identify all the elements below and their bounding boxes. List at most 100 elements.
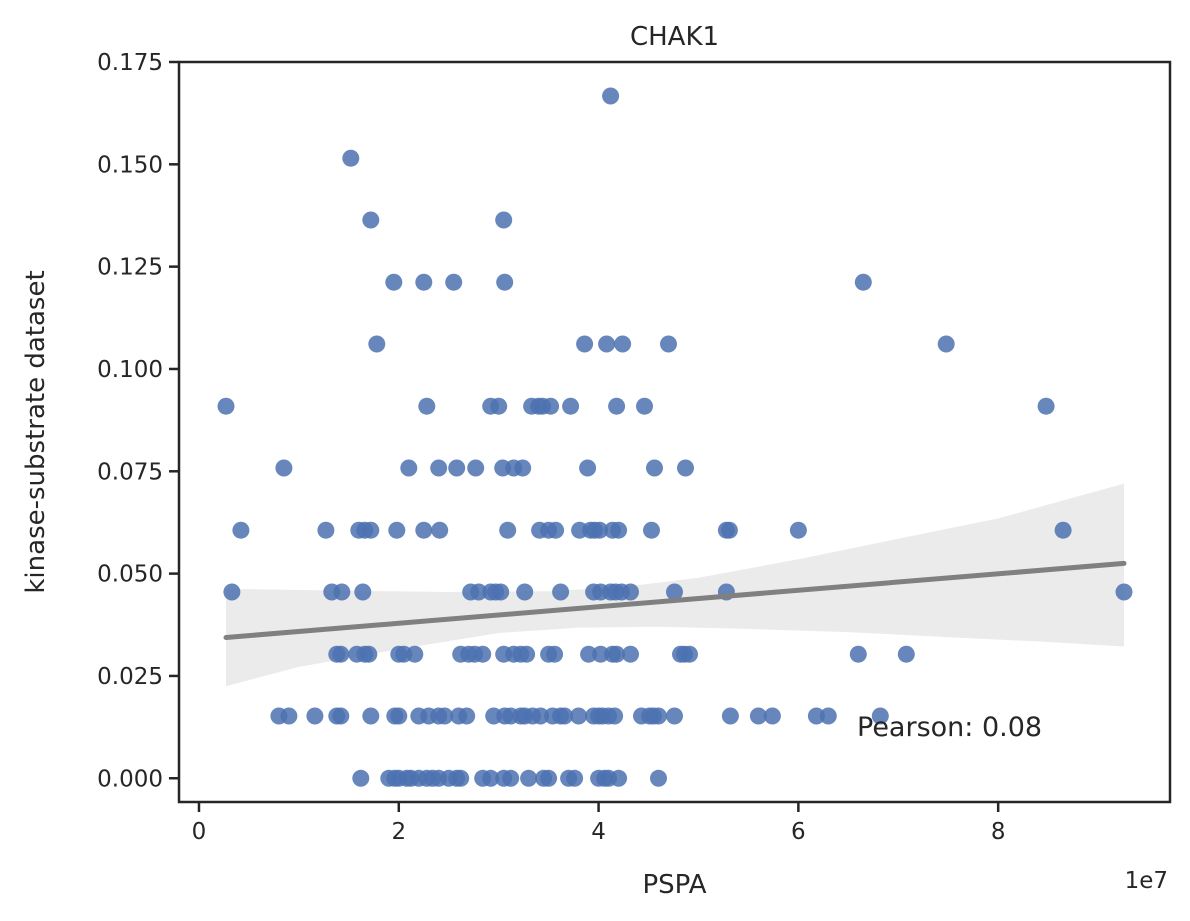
- x-tick-label: 8: [991, 819, 1006, 845]
- data-point: [406, 645, 424, 663]
- data-point: [516, 583, 534, 601]
- data-point: [1115, 583, 1133, 601]
- pearson-annotation: Pearson: 0.08: [857, 712, 1042, 743]
- data-point: [592, 645, 610, 663]
- data-point: [622, 645, 639, 663]
- data-point: [546, 645, 564, 663]
- x-tick-label: 4: [591, 819, 606, 845]
- y-tick-label: 0.000: [97, 766, 163, 792]
- data-point: [385, 273, 403, 291]
- data-point: [232, 521, 250, 539]
- data-point: [566, 769, 584, 787]
- data-point: [897, 645, 915, 663]
- data-point: [677, 459, 694, 477]
- data-point: [306, 707, 324, 725]
- data-point: [643, 521, 660, 539]
- data-point: [608, 645, 626, 663]
- data-point: [610, 769, 628, 787]
- data-point: [431, 521, 449, 539]
- data-point: [1037, 397, 1055, 415]
- data-point: [317, 521, 335, 539]
- data-point: [436, 707, 454, 725]
- x-tick-label: 0: [192, 819, 207, 845]
- data-point: [660, 335, 677, 353]
- data-point: [666, 707, 683, 725]
- data-point: [650, 707, 667, 725]
- data-point: [622, 583, 639, 601]
- data-point: [819, 707, 837, 725]
- y-axis-label: kinase-substrate dataset: [21, 270, 51, 593]
- data-point: [562, 397, 580, 415]
- y-tick-label: 0.100: [97, 357, 163, 383]
- x-axis-offset-label: 1e7: [1125, 868, 1168, 894]
- x-tick-label: 6: [791, 819, 806, 845]
- data-point: [681, 645, 698, 663]
- data-point: [542, 397, 560, 415]
- data-point: [495, 211, 513, 229]
- data-point: [591, 521, 609, 539]
- data-point: [415, 521, 433, 539]
- data-point: [445, 273, 463, 291]
- data-point: [474, 645, 492, 663]
- data-point: [606, 707, 624, 725]
- data-point: [415, 273, 433, 291]
- data-point: [532, 707, 550, 725]
- data-point: [514, 459, 532, 477]
- data-point: [570, 707, 588, 725]
- data-point: [849, 645, 867, 663]
- data-point: [362, 521, 380, 539]
- data-point: [608, 397, 626, 415]
- data-point: [540, 769, 558, 787]
- data-point: [721, 707, 739, 725]
- data-point: [636, 397, 653, 415]
- data-point: [598, 335, 616, 353]
- y-tick-label: 0.125: [97, 255, 163, 281]
- data-point: [332, 645, 350, 663]
- y-tick-label: 0.025: [97, 664, 163, 690]
- y-tick-label: 0.050: [97, 562, 163, 588]
- data-point: [854, 273, 872, 291]
- data-point: [520, 769, 538, 787]
- data-point: [467, 459, 485, 477]
- data-point: [499, 521, 517, 539]
- data-point: [610, 521, 628, 539]
- data-point: [492, 583, 510, 601]
- data-point: [602, 87, 620, 105]
- x-axis: 0 2 4 6 8: [192, 802, 1006, 845]
- data-point: [430, 459, 448, 477]
- data-point: [388, 521, 406, 539]
- data-point: [362, 211, 380, 229]
- data-point: [223, 583, 241, 601]
- data-point: [646, 459, 663, 477]
- data-point: [614, 335, 632, 353]
- data-point: [470, 583, 488, 601]
- x-axis-label: PSPA: [643, 870, 707, 900]
- data-point: [518, 645, 536, 663]
- data-point: [580, 645, 598, 663]
- data-point: [937, 335, 955, 353]
- data-point: [332, 707, 350, 725]
- data-point: [496, 273, 514, 291]
- data-point: [275, 459, 293, 477]
- data-point: [650, 769, 667, 787]
- data-point: [502, 769, 520, 787]
- y-tick-label: 0.075: [97, 459, 163, 485]
- plot-area: [217, 87, 1133, 787]
- data-point: [720, 521, 738, 539]
- axes-frame: [177, 60, 1172, 804]
- chart-title: CHAK1: [630, 22, 719, 52]
- data-point: [458, 707, 476, 725]
- y-axis: 0.000 0.025 0.050 0.075 0.100 0.125 0.150 0.175: [97, 50, 179, 792]
- data-point: [280, 707, 298, 725]
- data-point: [490, 397, 508, 415]
- data-point: [871, 707, 889, 725]
- data-point: [362, 707, 380, 725]
- data-point: [368, 335, 386, 353]
- data-point: [763, 707, 781, 725]
- data-point: [556, 707, 574, 725]
- data-point: [360, 645, 378, 663]
- data-point: [354, 583, 372, 601]
- data-point: [400, 459, 418, 477]
- data-point: [576, 335, 594, 353]
- data-point: [448, 459, 466, 477]
